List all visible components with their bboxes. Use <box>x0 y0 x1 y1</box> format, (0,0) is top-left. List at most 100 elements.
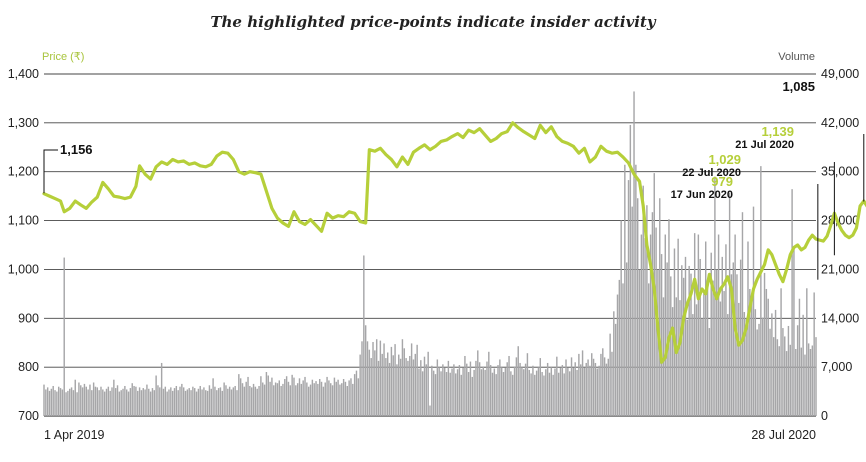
volume-bar <box>162 388 165 416</box>
volume-bar <box>81 387 84 416</box>
volume-bar <box>761 317 764 416</box>
volume-bar <box>631 206 633 416</box>
price-tick-label: 1,100 <box>8 214 39 228</box>
volume-bar <box>206 390 209 416</box>
volume-bar <box>57 386 60 416</box>
volume-bar <box>552 374 554 416</box>
volume-tick-label: 21,000 <box>821 262 859 276</box>
volume-bar <box>124 385 126 416</box>
volume-bar <box>331 385 334 416</box>
price-axis-title: Price (₹) <box>42 51 84 63</box>
price-line <box>42 121 866 364</box>
volume-bar <box>434 374 437 416</box>
volume-bar <box>307 386 310 416</box>
volume-bar <box>256 388 258 416</box>
volume-bar <box>164 386 167 416</box>
volume-bar <box>392 355 394 416</box>
volume-bar <box>388 362 391 416</box>
volume-bar <box>778 346 780 416</box>
volume-bar <box>567 367 569 416</box>
volume-bar <box>225 385 227 416</box>
volume-bar <box>598 365 600 416</box>
volume-bar <box>563 373 565 416</box>
volume-bar <box>80 385 82 416</box>
volume-bar <box>375 339 378 416</box>
volume-bar <box>736 274 738 416</box>
volume-bar <box>241 383 244 416</box>
volume-bar <box>732 262 735 416</box>
volume-bar <box>486 361 488 416</box>
volume-bar <box>157 385 159 416</box>
volume-bar <box>238 374 240 416</box>
volume-bar <box>640 234 643 416</box>
volume-bar <box>102 389 104 416</box>
volume-bar <box>784 336 786 416</box>
volume-bar <box>750 300 753 416</box>
volume-bar <box>201 389 203 416</box>
volume-bar <box>798 298 801 416</box>
volume-bar <box>203 387 205 416</box>
volume-bar <box>774 309 777 416</box>
volume-bar <box>379 340 382 416</box>
volume-bar <box>276 383 279 416</box>
volume-bar <box>48 390 51 416</box>
volume-bar <box>273 385 275 416</box>
volume-bar <box>693 233 696 416</box>
annotation-leader <box>43 149 58 194</box>
volume-bar <box>311 379 314 416</box>
volume-bar <box>359 354 361 416</box>
volume-bar <box>508 355 510 416</box>
volume-bar <box>410 343 413 416</box>
volume-bar <box>554 368 556 416</box>
volume-bar <box>374 350 376 416</box>
volume-bar <box>100 386 102 416</box>
volume-bar <box>721 256 723 416</box>
volume-bar <box>644 238 646 416</box>
price-tick-label: 1,300 <box>8 116 39 130</box>
volume-bar <box>148 388 150 416</box>
volume-bar <box>54 390 56 416</box>
volume-bar <box>627 180 630 416</box>
volume-bar <box>280 385 282 416</box>
volume-tick-label: 7,000 <box>821 360 852 374</box>
annotation-date: 17 Jun 2020 <box>671 189 733 201</box>
volume-bar <box>70 387 73 416</box>
volume-bar <box>793 248 795 416</box>
volume-bar <box>94 386 97 416</box>
volume-bar <box>258 385 260 416</box>
volume-bar <box>456 369 459 416</box>
volume-bar <box>668 219 670 416</box>
volume-bar <box>284 379 286 416</box>
volume-bar <box>250 387 253 416</box>
volume-bar <box>370 358 372 416</box>
volume-tick-label: 14,000 <box>821 311 859 325</box>
grid-lines <box>44 73 816 417</box>
volume-bar <box>109 390 111 416</box>
volume-bar <box>341 383 343 416</box>
volume-bar <box>537 367 540 416</box>
volume-bar <box>412 359 415 416</box>
volume-bar <box>120 390 122 416</box>
volume-bar <box>199 385 201 416</box>
volume-bar <box>773 337 775 416</box>
volume-bar <box>153 390 156 416</box>
volume-bar <box>495 374 497 416</box>
volume-bar <box>306 382 308 416</box>
volume-bar <box>245 381 247 416</box>
volume-bar <box>385 358 387 416</box>
volume-bar <box>716 269 718 416</box>
volume-bar <box>105 388 108 416</box>
volume-bar <box>684 256 687 416</box>
volume-bar <box>170 387 172 416</box>
volume-bar <box>217 388 220 416</box>
volume-bar <box>541 372 543 416</box>
volume-bar <box>372 342 374 416</box>
volume-bar <box>469 361 472 416</box>
volume-bar <box>252 383 255 416</box>
volume-bar <box>403 348 405 416</box>
volume-bar <box>366 341 369 416</box>
volume-bar <box>557 372 560 416</box>
volume-bar <box>513 366 516 416</box>
volume-bar <box>545 369 547 416</box>
volume-bar <box>278 380 280 416</box>
